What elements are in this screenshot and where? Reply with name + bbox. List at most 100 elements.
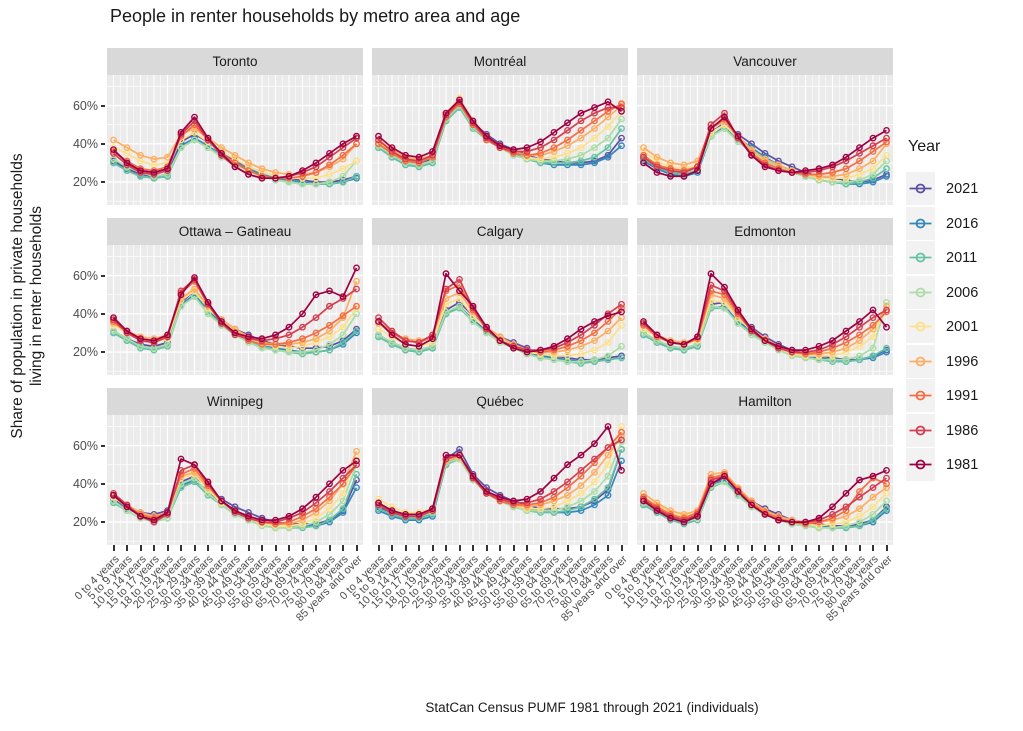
x-tick-mark [431, 545, 434, 551]
x-tick-mark [220, 545, 223, 551]
facet-panel-edmonton [637, 245, 893, 375]
x-tick-mark [566, 545, 569, 551]
line-toronto-2001 [113, 131, 357, 180]
x-tick-mark [261, 545, 263, 551]
x-tick-mark [193, 545, 196, 551]
facet-panel-toronto [107, 75, 363, 205]
legend-glyph-2016 [909, 218, 932, 228]
line-calgary-2006 [378, 305, 622, 363]
legend-label-2011: 2011 [946, 250, 978, 266]
line-winnipeg-1986 [112, 463, 358, 523]
legend-label-2001: 2001 [946, 319, 979, 335]
legend-glyph-1986 [909, 425, 932, 435]
legend-label-2016: 2016 [946, 215, 979, 232]
x-tick-mark [472, 545, 474, 551]
line-toronto-2006 [113, 139, 358, 185]
facet-strip-vancouver: Vancouver [637, 48, 893, 75]
legend-glyph-2011 [909, 252, 932, 263]
legend-key-1991 [906, 379, 935, 412]
legend-key-2011 [906, 241, 935, 274]
x-tick-mark [207, 545, 209, 551]
legend-label-1991: 1991 [946, 388, 979, 404]
y-tick-mark [101, 312, 105, 315]
facet-panel-qu-bec [372, 415, 628, 545]
caption: StatCan Census PUMF 1981 through 2021 (i… [425, 700, 759, 715]
x-tick-mark [485, 545, 488, 551]
y-axis-title-line1: Share of population in private household… [9, 153, 26, 439]
line-edmonton-1996 [643, 293, 888, 355]
legend-label-2006: 2006 [946, 284, 979, 301]
x-tick-mark [804, 545, 807, 551]
x-tick-mark [539, 545, 542, 551]
legend-label-1986: 1986 [946, 422, 979, 439]
y-tick-mark [101, 274, 105, 277]
x-tick-mark [139, 545, 142, 551]
line-calgary-1981 [377, 272, 622, 353]
legend-glyph-1991 [909, 390, 932, 401]
x-tick-mark [593, 545, 596, 551]
facet-panel-montr-al [372, 75, 628, 205]
legend-key-1986 [906, 413, 935, 447]
plot-title: People in renter households by metro are… [110, 6, 521, 26]
line-toronto-1981 [112, 116, 357, 180]
facet-strip-calgary: Calgary [372, 218, 628, 245]
legend-label-2021: 2021 [946, 181, 979, 197]
y-tick-label: 20% [72, 515, 98, 530]
line-montr-al-1986 [377, 100, 622, 162]
y-tick-label: 40% [72, 306, 98, 321]
legend-key-2016 [906, 206, 935, 240]
legend-glyph-2006 [909, 287, 932, 297]
x-tick-mark [777, 545, 780, 551]
x-tick-mark [845, 545, 847, 551]
x-tick-mark [683, 545, 685, 551]
y-tick-label: 20% [72, 175, 98, 190]
facet-strip-winnipeg: Winnipeg [107, 388, 363, 415]
x-tick-mark [696, 545, 699, 551]
line-qu-bec-1981 [378, 425, 623, 516]
y-tick-mark [101, 142, 105, 145]
line-hamilton-1996 [643, 471, 887, 523]
x-tick-mark [288, 545, 290, 551]
x-tick-mark [872, 545, 874, 551]
x-tick-mark [342, 545, 344, 551]
y-tick-label: 40% [72, 476, 98, 491]
line-montr-al-1981 [377, 99, 622, 159]
legend-key-1996 [906, 344, 935, 378]
x-tick-mark [553, 545, 555, 551]
line-ottawa-gatineau-1986 [112, 278, 357, 344]
legend-glyph-2021 [909, 183, 932, 194]
y-tick-mark [101, 521, 105, 524]
line-calgary-1996 [378, 291, 623, 353]
x-tick-mark [791, 545, 793, 551]
x-tick-mark [620, 545, 623, 551]
line-vancouver-1981 [643, 116, 887, 178]
line-edmonton-2006 [643, 302, 888, 361]
y-tick-label: 40% [72, 136, 98, 151]
x-tick-mark [377, 545, 380, 551]
facet-panel-hamilton [637, 415, 893, 545]
x-tick-mark [315, 545, 317, 551]
y-tick-label: 60% [72, 438, 98, 453]
facet-panel-calgary [372, 245, 628, 375]
x-tick-mark [404, 545, 407, 551]
x-tick-mark [723, 545, 726, 551]
legend-key-2006 [906, 275, 935, 309]
facet-strip-edmonton: Edmonton [637, 218, 893, 245]
y-tick-mark [101, 351, 105, 354]
x-tick-mark [764, 545, 766, 551]
facet-strip-toronto: Toronto [107, 48, 363, 75]
x-tick-mark [656, 545, 658, 551]
x-tick-mark [458, 545, 461, 551]
line-qu-bec-1986 [378, 439, 622, 518]
line-vancouver-1986 [643, 112, 887, 174]
y-tick-label: 20% [72, 345, 98, 360]
x-tick-mark [580, 545, 582, 551]
y-tick-mark [101, 104, 105, 107]
y-tick-label: 60% [72, 98, 98, 113]
x-tick-mark [112, 545, 115, 551]
legend-glyph-2001 [909, 321, 932, 332]
x-tick-mark [126, 545, 128, 551]
legend-key-1981 [906, 448, 935, 481]
x-tick-mark [418, 545, 420, 551]
